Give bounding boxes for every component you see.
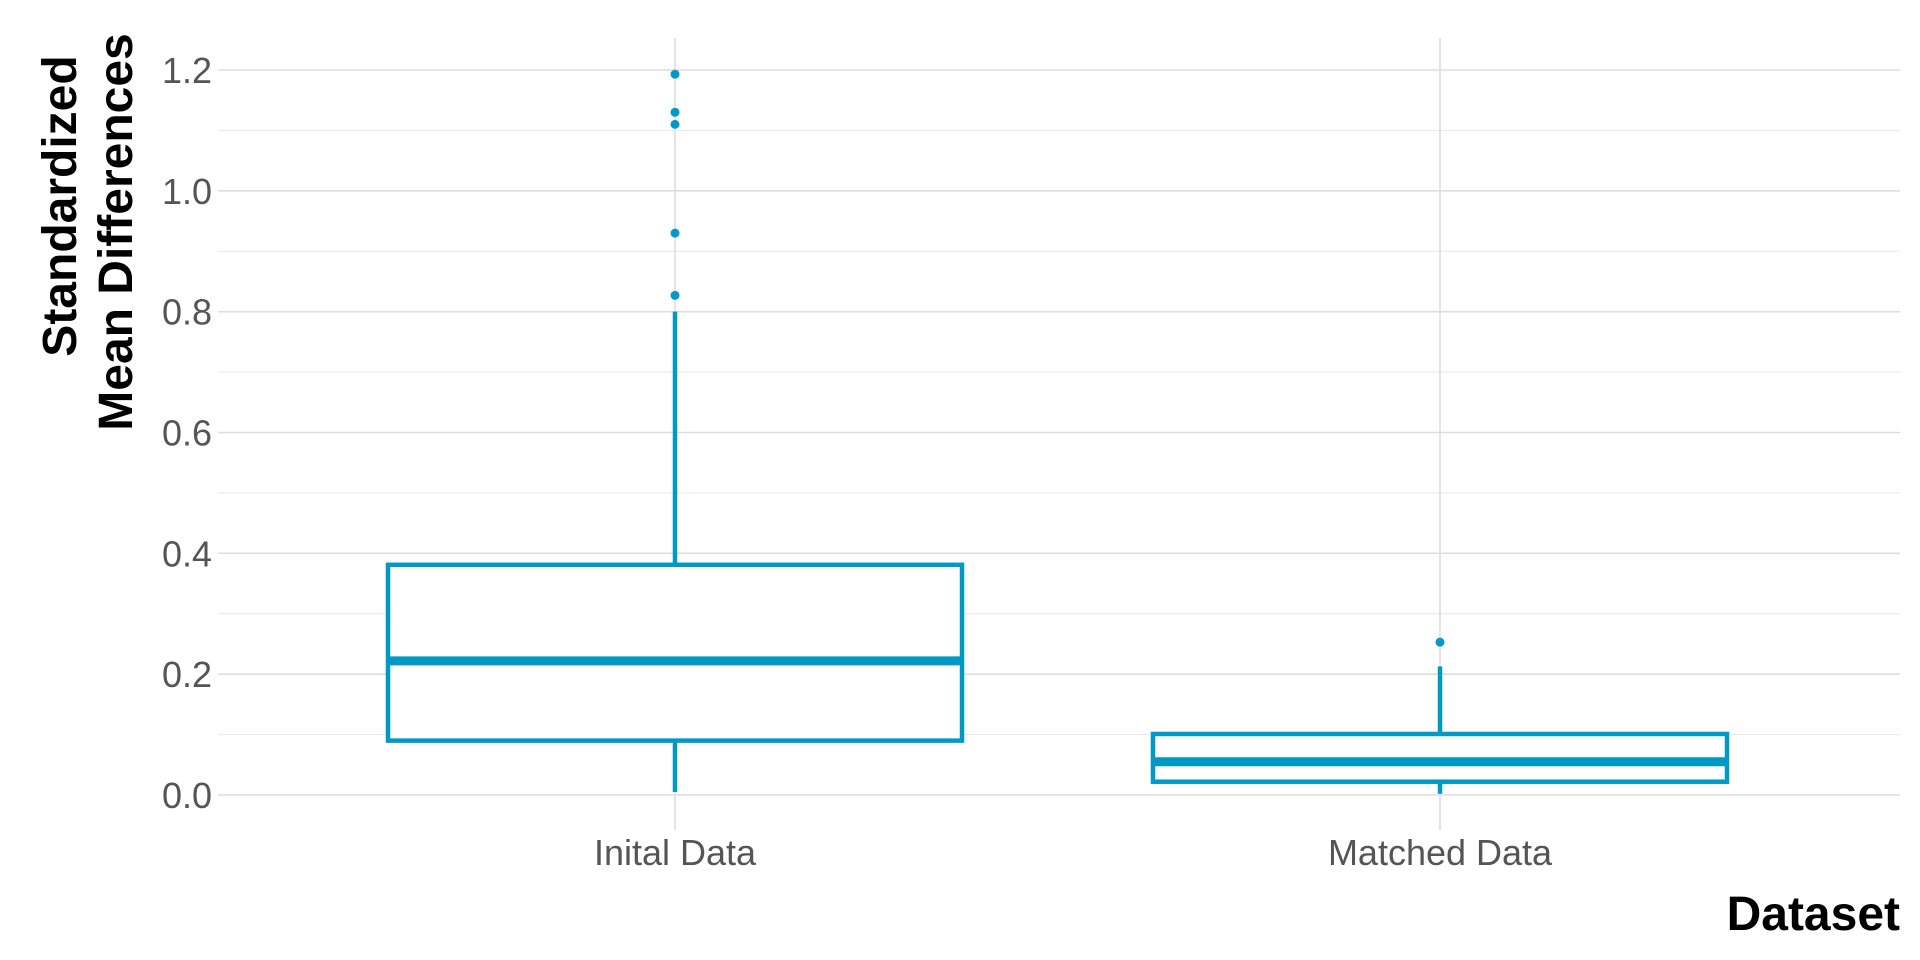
x-tick-label: Matched Data (1328, 832, 1553, 873)
x-axis-ticks: Inital Data Matched Data (594, 832, 1553, 873)
y-tick-label: 1.2 (162, 50, 212, 91)
outlier-point (1435, 637, 1445, 647)
outlier-point (670, 107, 680, 117)
y-tick-label: 0.0 (162, 775, 212, 816)
y-tick-label: 0.8 (162, 292, 212, 333)
box-group (385, 69, 965, 792)
outlier-point (670, 69, 680, 79)
outlier-point (670, 228, 680, 238)
x-tick-label: Inital Data (594, 832, 757, 873)
y-tick-label: 0.6 (162, 413, 212, 454)
outlier-point (670, 119, 680, 129)
box (385, 562, 965, 743)
outlier-point (670, 290, 680, 300)
y-axis-title-line2: Mean Differences (90, 33, 143, 430)
y-axis-title-line1: Standardized (34, 55, 87, 356)
y-axis-ticks: 0.0 0.2 0.4 0.6 0.8 1.0 1.2 (162, 50, 212, 816)
y-tick-label: 0.2 (162, 654, 212, 695)
y-tick-label: 0.4 (162, 533, 212, 574)
boxes (385, 69, 1730, 794)
y-tick-label: 1.0 (162, 171, 212, 212)
box-group (1150, 637, 1730, 794)
x-axis-title: Dataset (1727, 888, 1900, 941)
